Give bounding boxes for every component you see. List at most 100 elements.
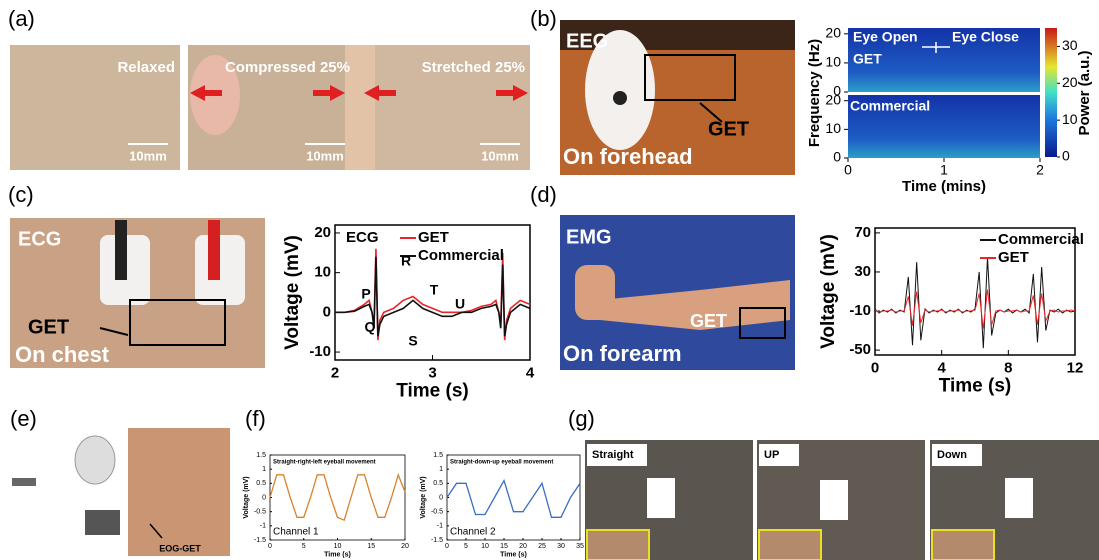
caption: Straight bbox=[592, 449, 634, 461]
panel-text: Commercial bbox=[850, 98, 930, 114]
hand bbox=[575, 265, 615, 320]
y-tick-label: -10 bbox=[849, 302, 871, 319]
y-tick-label: 20 bbox=[825, 91, 841, 107]
y-tick-label: -0.5 bbox=[431, 509, 443, 516]
x-tick-label: 25 bbox=[538, 543, 546, 550]
legend-label: GET bbox=[418, 229, 449, 246]
x-tick-label: 35 bbox=[576, 543, 584, 550]
caption: Stretched 25% bbox=[422, 59, 525, 76]
y-tick-label: 1.5 bbox=[256, 452, 266, 459]
photo-text: On forehead bbox=[563, 144, 693, 169]
y-axis-label: Voltage (mV) bbox=[282, 235, 303, 350]
peak-label: P bbox=[361, 286, 370, 302]
photo-text: EOG-GET bbox=[159, 543, 201, 553]
colorbar-tick-label: 10 bbox=[1062, 111, 1078, 127]
x-tick-label: 8 bbox=[1004, 359, 1012, 376]
peak-label: T bbox=[430, 282, 439, 298]
y-tick-label: -1 bbox=[260, 523, 266, 530]
x-tick-label: 10 bbox=[334, 543, 342, 550]
scale-label: 10mm bbox=[306, 148, 344, 163]
legend-label: Commercial bbox=[418, 247, 504, 264]
legend-label: Commercial bbox=[998, 231, 1084, 248]
annotation: Eye Close bbox=[952, 29, 1019, 45]
colorbar-tick-label: 20 bbox=[1062, 74, 1078, 90]
y-tick-label: 10 bbox=[825, 120, 841, 136]
colorbar-tick-label: 0 bbox=[1062, 148, 1070, 164]
caption: UP bbox=[764, 449, 779, 461]
y-axis-label: Voltage (mV) bbox=[243, 476, 250, 518]
panel-label: (e) bbox=[10, 406, 37, 431]
y-tick-label: 1 bbox=[262, 466, 266, 473]
plot-title: Straight-down-up eyeball movement bbox=[450, 460, 553, 466]
y-tick-label: 20 bbox=[825, 25, 841, 41]
y-tick-label: 10 bbox=[825, 54, 841, 70]
y-tick-label: -1.5 bbox=[254, 537, 266, 544]
photo-text: EMG bbox=[566, 226, 612, 248]
y-axis-label: Voltage (mV) bbox=[420, 476, 427, 518]
face-mask bbox=[647, 478, 675, 518]
x-tick-label: 15 bbox=[500, 543, 508, 550]
panel-label: (b) bbox=[530, 6, 557, 31]
colorbar-label: Power (a.u.) bbox=[1076, 50, 1093, 135]
y-tick-label: 0 bbox=[323, 303, 331, 320]
x-tick-label: 20 bbox=[519, 543, 527, 550]
x-tick-label: 10 bbox=[481, 543, 489, 550]
y-tick-label: 0.5 bbox=[256, 480, 266, 487]
plot-title: ECG bbox=[346, 229, 379, 246]
y-tick-label: 30 bbox=[854, 263, 871, 280]
annotation: Eye Open bbox=[853, 29, 918, 45]
peak-label: Q bbox=[365, 319, 376, 335]
drone bbox=[12, 478, 36, 486]
x-tick-label: 0 bbox=[844, 162, 852, 178]
x-tick-label: 15 bbox=[367, 543, 375, 550]
colorbar bbox=[1045, 28, 1057, 157]
x-tick-label: 2 bbox=[331, 364, 339, 381]
inset bbox=[932, 530, 994, 560]
plot-title: Straight-right-left eyeball movement bbox=[273, 460, 376, 466]
x-axis-label: Time (s) bbox=[939, 376, 1012, 397]
caption: Relaxed bbox=[117, 59, 175, 76]
x-tick-label: 4 bbox=[937, 359, 946, 376]
y-tick-label: -50 bbox=[849, 341, 871, 358]
x-tick-label: 12 bbox=[1067, 359, 1084, 376]
x-axis-label: Time (s) bbox=[396, 381, 469, 402]
y-tick-label: 1.5 bbox=[433, 452, 443, 459]
y-tick-label: -0.5 bbox=[254, 509, 266, 516]
y-axis-label: Frequency (Hz) bbox=[806, 39, 823, 147]
x-axis-label: Time (s) bbox=[500, 552, 527, 559]
figure: (a) Relaxed Compressed 25% Stretched 25%… bbox=[0, 0, 1099, 560]
x-tick-label: 3 bbox=[428, 364, 436, 381]
panel-label: (d) bbox=[530, 182, 557, 207]
photo-text: EEG bbox=[566, 30, 608, 52]
legend-label: GET bbox=[998, 249, 1029, 266]
y-tick-label: 1 bbox=[439, 466, 443, 473]
panel-label: (f) bbox=[245, 406, 266, 431]
x-tick-label: 0 bbox=[871, 359, 879, 376]
x-tick-label: 2 bbox=[1036, 162, 1044, 178]
x-tick-label: 0 bbox=[268, 543, 272, 550]
y-tick-label: -1 bbox=[437, 523, 443, 530]
clip bbox=[208, 220, 220, 280]
laptop bbox=[85, 510, 120, 535]
peak-label: S bbox=[408, 333, 417, 349]
y-axis-label: Voltage (mV) bbox=[818, 234, 839, 349]
x-axis-label: Time (s) bbox=[324, 552, 351, 559]
panel-label: (c) bbox=[8, 182, 34, 207]
photo-text: On chest bbox=[15, 342, 110, 367]
y-tick-label: 0 bbox=[439, 494, 443, 501]
y-tick-label: -10 bbox=[309, 343, 331, 360]
scale-label: 10mm bbox=[481, 148, 519, 163]
x-tick-label: 20 bbox=[401, 543, 409, 550]
y-tick-label: -1.5 bbox=[431, 537, 443, 544]
x-tick-label: 5 bbox=[302, 543, 306, 550]
y-tick-label: 20 bbox=[314, 224, 331, 241]
peak-label: R bbox=[401, 253, 411, 269]
x-tick-label: 4 bbox=[526, 364, 535, 381]
y-tick-label: 0 bbox=[262, 494, 266, 501]
y-tick-label: 10 bbox=[314, 264, 331, 281]
y-tick-label: 0 bbox=[833, 149, 841, 165]
y-tick-label: 70 bbox=[854, 224, 871, 241]
head bbox=[75, 436, 115, 484]
x-tick-label: 1 bbox=[940, 162, 948, 178]
caption: Compressed 25% bbox=[225, 59, 350, 76]
